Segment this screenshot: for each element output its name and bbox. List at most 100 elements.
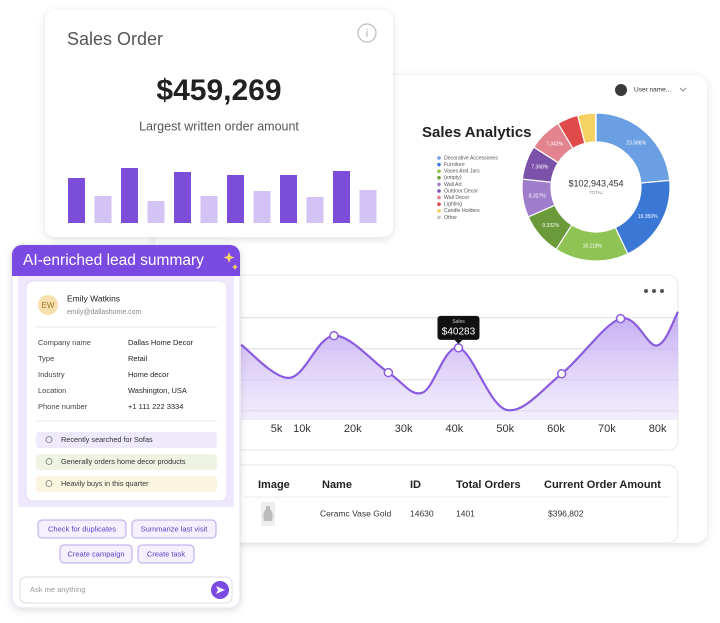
action-label[interactable]: Check for duplicates bbox=[48, 524, 116, 533]
bar bbox=[280, 175, 297, 223]
line-marker[interactable] bbox=[615, 313, 626, 324]
donut-chart: 23.586% Decorative Accessories 19.350% Furn… bbox=[437, 112, 671, 262]
lead-email: emily@dallashome.com bbox=[67, 309, 142, 316]
legend-label: Candle Holders bbox=[444, 208, 480, 214]
tooltip-title: Sales bbox=[452, 319, 465, 325]
bar bbox=[253, 191, 271, 223]
cell: 14630 bbox=[410, 508, 434, 518]
action-button[interactable] bbox=[131, 519, 217, 539]
field-value: Retail bbox=[128, 354, 148, 363]
donut-total-label: TOTAL bbox=[589, 190, 604, 195]
user-menu-chevron[interactable] bbox=[679, 87, 687, 92]
line-chart: 5k 10k 20k 30k 40k 50k 60k 70k 80k Sales$40283 bbox=[240, 311, 679, 435]
legend-swatch bbox=[437, 162, 441, 167]
legend-swatch bbox=[437, 189, 441, 193]
field-label: Phone number bbox=[38, 402, 88, 411]
field-value: Washington, USA bbox=[128, 386, 187, 395]
legend-label: Wall Decor bbox=[444, 195, 469, 201]
send-button[interactable] bbox=[211, 581, 229, 599]
line-marker[interactable] bbox=[383, 367, 394, 378]
action-button[interactable] bbox=[37, 519, 127, 539]
insight-chip bbox=[36, 476, 217, 492]
bar bbox=[200, 196, 218, 223]
legend-label: Lighting bbox=[444, 202, 462, 208]
analytics-title: Sales Analytics bbox=[422, 124, 532, 141]
cell: Ceramc Vase Gold bbox=[320, 508, 391, 518]
action-label[interactable]: Create task bbox=[147, 549, 186, 558]
x-tick-label: 20k bbox=[344, 423, 362, 435]
chat-placeholder: Ask me anything bbox=[30, 585, 85, 594]
bar bbox=[359, 190, 377, 223]
insight-chip bbox=[36, 454, 217, 470]
card-title: Sales Order bbox=[67, 29, 163, 49]
legend-label: (empty) bbox=[444, 175, 462, 181]
column-header: Image bbox=[258, 479, 290, 491]
cell: $396,802 bbox=[548, 508, 584, 518]
bar bbox=[306, 197, 324, 223]
field-label: Location bbox=[38, 386, 66, 395]
legend-label: Outdoor Decor bbox=[444, 188, 478, 194]
x-tick-label: 50k bbox=[496, 423, 514, 435]
column-header: Current Order Amount bbox=[544, 479, 661, 491]
field-label: Industry bbox=[38, 370, 65, 379]
line-marker[interactable] bbox=[453, 343, 464, 353]
line-area bbox=[241, 311, 678, 420]
tooltip bbox=[437, 315, 480, 340]
bar bbox=[147, 201, 165, 223]
insight-chip bbox=[36, 432, 217, 448]
tooltip-pointer bbox=[454, 339, 463, 344]
cell: 1401 bbox=[456, 508, 475, 518]
action-label[interactable]: Create campaign bbox=[67, 549, 124, 558]
line-marker[interactable] bbox=[556, 369, 567, 379]
legend-label: Wall Art bbox=[444, 182, 462, 188]
bar bbox=[68, 178, 85, 223]
bar bbox=[174, 172, 191, 223]
slice-label: 23.586% bbox=[626, 140, 646, 146]
info-icon[interactable]: i bbox=[357, 23, 377, 43]
slice-label: 16.119% bbox=[583, 244, 603, 250]
column-header: Total Orders bbox=[456, 479, 521, 491]
field-label: Company name bbox=[38, 338, 91, 347]
chat-input[interactable] bbox=[19, 576, 233, 604]
order-caption: Largest written order amount bbox=[139, 119, 299, 133]
insight-text: Recently searched for Sofas bbox=[61, 435, 153, 444]
bar bbox=[94, 196, 112, 223]
user-name[interactable]: User name... bbox=[634, 87, 671, 94]
x-tick-label: 5k bbox=[271, 423, 283, 435]
legend-swatch bbox=[437, 169, 441, 173]
legend-label: Other bbox=[444, 215, 457, 221]
action-label[interactable]: Summarize last visit bbox=[141, 524, 209, 533]
more-menu[interactable] bbox=[644, 289, 664, 293]
tooltip-value: $40283 bbox=[442, 326, 476, 337]
legend-swatch bbox=[437, 156, 441, 160]
legend-swatch bbox=[437, 195, 441, 200]
legend-swatch bbox=[437, 182, 441, 187]
line-marker[interactable] bbox=[329, 330, 339, 341]
insight-text: Heavily buys in this quarter bbox=[61, 479, 149, 488]
x-tick-label: 10k bbox=[293, 423, 311, 435]
column-header: Name bbox=[322, 479, 352, 491]
legend-label: Furniture bbox=[444, 162, 465, 168]
slice-label: 7.343% bbox=[546, 142, 564, 148]
legend-swatch bbox=[437, 176, 441, 180]
x-tick-label: 70k bbox=[598, 423, 616, 435]
bulb-icon bbox=[45, 458, 53, 465]
action-button[interactable] bbox=[137, 544, 195, 564]
field-value: Dallas Home Decor bbox=[128, 338, 194, 347]
order-amount: $459,269 bbox=[156, 74, 281, 107]
bar-chart bbox=[68, 168, 377, 223]
donut-total: $102,943,454 bbox=[568, 178, 623, 188]
lead-avatar bbox=[38, 295, 58, 315]
legend-swatch bbox=[437, 209, 441, 213]
field-value: Home decor bbox=[128, 370, 169, 379]
slice-label: 8.327% bbox=[529, 193, 547, 199]
bar bbox=[121, 168, 138, 223]
bar bbox=[227, 175, 244, 223]
x-tick-label: 80k bbox=[649, 423, 667, 435]
legend-swatch bbox=[437, 215, 441, 220]
x-tick-label: 60k bbox=[547, 423, 565, 435]
user-avatar bbox=[615, 84, 627, 96]
action-button[interactable] bbox=[59, 544, 133, 564]
lead-name: Emily Watkins bbox=[67, 293, 120, 303]
